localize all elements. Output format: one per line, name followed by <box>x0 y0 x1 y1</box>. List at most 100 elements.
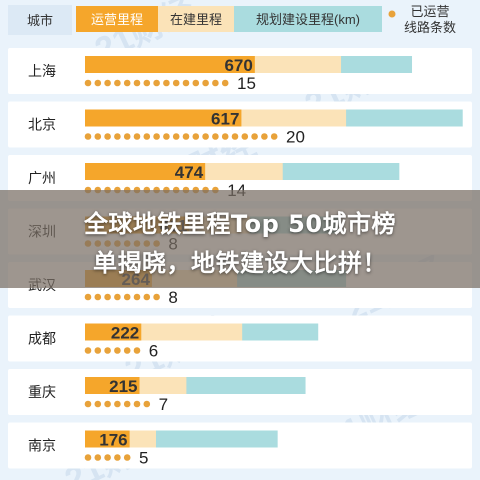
operating-value-label: 474 <box>175 163 204 182</box>
line-dot <box>94 133 102 140</box>
line-dot <box>114 400 121 408</box>
line-dot <box>84 293 92 301</box>
line-dot <box>153 133 160 140</box>
line-dot <box>192 133 200 140</box>
line-dot <box>163 79 170 87</box>
city-label: 南京 <box>28 438 56 454</box>
line-dot <box>84 347 92 354</box>
line-dot <box>104 454 111 461</box>
legend-operating-label: 运营里程 <box>91 12 143 27</box>
line-dot <box>172 133 180 140</box>
city-label: 成都 <box>28 331 56 347</box>
line-dot <box>104 79 111 87</box>
line-dot <box>182 79 190 87</box>
line-count-label: 20 <box>286 128 305 147</box>
operating-value-label: 222 <box>111 324 139 343</box>
line-dot <box>231 133 239 140</box>
line-dot <box>123 347 131 354</box>
line-dot <box>114 454 121 461</box>
line-dot <box>104 293 111 301</box>
line-count-label: 5 <box>139 449 148 468</box>
chart-header: 城市 运营里程 在建里程 规划建设里程(km) 已运营 线路条数 <box>8 4 456 35</box>
line-dot <box>123 293 131 301</box>
line-dot <box>163 133 170 140</box>
line-dot <box>221 79 229 87</box>
line-dot <box>84 79 92 87</box>
legend-construction-label: 在建里程 <box>170 12 222 27</box>
line-dot <box>94 454 102 461</box>
line-dot <box>133 400 141 408</box>
line-count-label: 6 <box>149 342 158 361</box>
line-dot <box>94 347 102 354</box>
line-dot <box>114 133 121 140</box>
legend-planned-label: 规划建设里程(km) <box>256 12 360 27</box>
line-dot <box>221 133 229 140</box>
operating-bar <box>85 430 130 448</box>
legend-lines-label-2: 线路条数 <box>404 20 456 35</box>
line-dot <box>261 133 268 140</box>
line-dot <box>202 79 209 87</box>
operating-bar <box>85 323 142 341</box>
line-dot <box>212 79 219 87</box>
line-dot <box>123 133 131 140</box>
line-dot <box>94 293 102 301</box>
line-dot <box>114 79 121 87</box>
line-dot <box>143 400 151 408</box>
line-dot <box>133 347 141 354</box>
line-dot <box>94 79 102 87</box>
line-count-label: 15 <box>237 74 256 93</box>
headline-line-1: 全球地铁里程Top 50城市榜 <box>83 210 397 238</box>
legend-lines-label-1: 已运营 <box>410 4 449 19</box>
line-dot <box>251 133 258 140</box>
city-label: 重庆 <box>28 384 56 400</box>
line-dot <box>84 133 92 140</box>
line-dot <box>153 293 160 301</box>
operating-value-label: 617 <box>211 110 239 129</box>
city-label: 北京 <box>28 117 56 133</box>
line-dot <box>202 133 209 140</box>
city-label: 广州 <box>28 170 56 186</box>
operating-value-label: 215 <box>109 377 137 396</box>
line-dot <box>192 79 200 87</box>
operating-value-label: 176 <box>99 431 127 450</box>
legend-planned-swatch <box>234 6 382 32</box>
line-dot <box>182 133 190 140</box>
line-dot <box>123 79 131 87</box>
line-dot <box>123 454 131 461</box>
line-dot <box>143 79 151 87</box>
legend-construction-swatch <box>158 6 234 32</box>
line-count-label: 7 <box>159 395 168 414</box>
line-dot <box>143 293 151 301</box>
line-dot <box>104 347 111 354</box>
line-dot <box>133 79 141 87</box>
operating-bar <box>85 163 206 180</box>
header-city-cell <box>8 5 72 35</box>
operating-bar <box>85 56 255 73</box>
operating-value-label: 670 <box>224 56 252 75</box>
line-dot <box>104 400 111 408</box>
headline-band <box>0 190 480 288</box>
legend-operating-swatch <box>76 6 158 32</box>
line-dot <box>114 293 121 301</box>
line-dot <box>212 133 219 140</box>
operating-bar <box>85 377 140 394</box>
city-label: 上海 <box>28 63 56 79</box>
line-dot <box>133 293 141 301</box>
operating-bar <box>85 109 242 127</box>
line-dot <box>172 79 180 87</box>
line-dot <box>84 454 92 461</box>
line-dot <box>270 133 278 140</box>
header-city-label: 城市 <box>27 13 53 28</box>
line-count-label: 8 <box>168 288 177 307</box>
line-dot <box>104 133 111 140</box>
line-dot <box>114 347 121 354</box>
line-dot <box>153 79 160 87</box>
line-dot <box>143 133 151 140</box>
line-dot <box>133 133 141 140</box>
line-dot <box>94 400 102 408</box>
line-dot <box>84 400 92 408</box>
legend-lines-dot <box>388 10 396 18</box>
headline-line-2: 单揭晓，地铁建设大比拼！ <box>93 249 387 277</box>
line-dot <box>241 133 249 140</box>
line-dot <box>123 400 131 408</box>
